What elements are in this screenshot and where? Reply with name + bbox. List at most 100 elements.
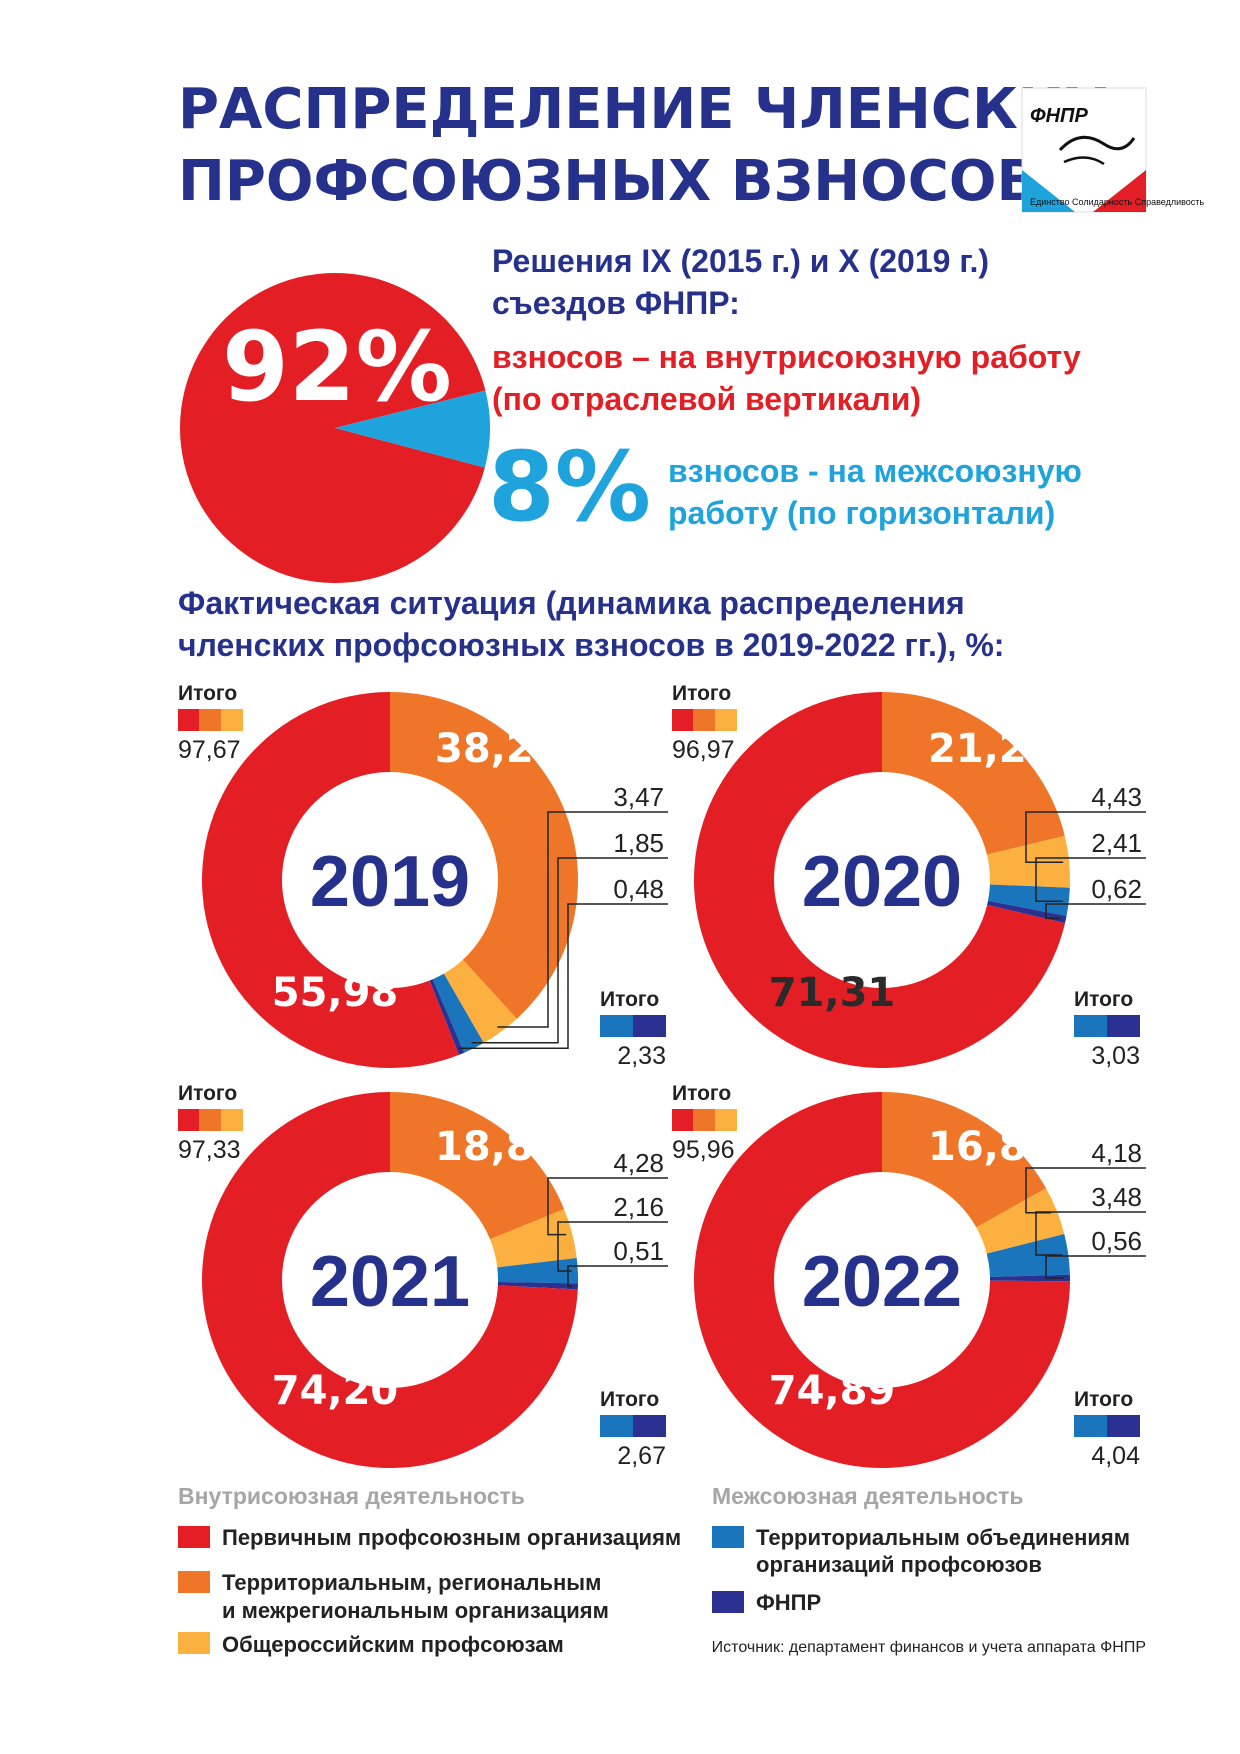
handshake-icon-detail: [1063, 156, 1105, 166]
donut-slice-territorial-regional: [882, 1092, 1047, 1228]
leader-line-territorial-assoc: [471, 857, 668, 1044]
intra-total-value: 96,97: [672, 736, 735, 764]
legend-label-territorial-regional-2: и межрегиональным организациям: [222, 1598, 609, 1623]
legend-swatch-fnpr: [712, 1591, 744, 1613]
inter-total-value: 3,03: [1091, 1042, 1140, 1070]
intra-total-swatch-all-russian: [715, 709, 737, 731]
decision-heading-2: съездов ФНПР:: [492, 285, 740, 321]
intra-total-swatch-territorial-regional: [693, 709, 715, 731]
legend-label-fnpr: ФНПР: [756, 1590, 821, 1615]
donut-slice-primary: [201, 1092, 578, 1468]
donut-value-territorial-regional: 16,89: [928, 1124, 1055, 1170]
inter-total-value: 2,33: [617, 1042, 666, 1070]
donut-chart-2021: 2021 18,85 74,20 4,28 2,16 0,51 Итого 97,33 Итог…: [178, 1082, 668, 1470]
legend-swatch-territorial-assoc: [712, 1526, 744, 1548]
donut-value-territorial-assoc: 3,48: [1091, 1182, 1142, 1212]
donut-chart-2020: 2020 21,23 71,31 4,43 2,41 0,62 Итого 96,97 Итог…: [672, 682, 1146, 1070]
intra-total-swatch-all-russian: [221, 1109, 243, 1131]
intra-total-swatch-primary: [178, 709, 199, 731]
intra-total-swatch-territorial-regional: [199, 1109, 221, 1131]
inter-total-swatch-fnpr: [1107, 1015, 1140, 1037]
big-share-text-2: (по отраслевой вертикали): [492, 381, 921, 417]
handshake-icon: [1058, 135, 1136, 152]
donut-year-label: 2020: [802, 842, 962, 922]
intra-total-label: Итого: [672, 682, 731, 705]
donut-value-primary: 55,98: [272, 970, 399, 1016]
intra-total-value: 97,33: [178, 1136, 241, 1164]
donut-slice-fnpr: [989, 1274, 1070, 1282]
page-title-line-2: ПРОФСОЮЗНЫХ ВЗНОСОВ: [178, 149, 1039, 214]
donut-slice-territorial-regional: [882, 691, 1065, 855]
leader-line-territorial-assoc: [1035, 857, 1146, 903]
donut-chart-2022: 2022 16,89 74,89 4,18 3,48 0,56 Итого 95,96 Итог…: [672, 1082, 1146, 1470]
intra-total-swatch-territorial-regional: [199, 709, 221, 731]
inter-total-swatch-fnpr: [633, 1415, 666, 1437]
donut-value-all-russian: 4,18: [1091, 1138, 1142, 1168]
donut-year-label: 2021: [310, 1242, 470, 1322]
logo-name: ФНПР: [1030, 105, 1088, 127]
donut-chart-2019: 2019 38,22 55,98 3,47 1,85 0,48 Итого 97,67 Итог…: [178, 682, 668, 1070]
leader-line-all-russian: [1025, 1167, 1146, 1214]
leader-line-fnpr: [567, 1265, 668, 1287]
donut-slice-all-russian: [976, 1188, 1065, 1254]
logo-motto: Единство Солидарность Справедливость: [1030, 197, 1204, 207]
donut-slice-all-russian: [490, 1209, 577, 1268]
inter-total-swatch-fnpr: [1107, 1415, 1140, 1437]
inter-total-swatch-territorial-assoc: [600, 1015, 633, 1037]
legend-label-primary: Первичным профсоюзным организациям: [222, 1525, 681, 1550]
legend-swatch-primary: [178, 1526, 210, 1548]
donut-year-label: 2019: [310, 842, 470, 922]
top-pie-slice-intra: [179, 272, 486, 583]
logo-blue-corner: [1022, 170, 1075, 212]
top-pie-slice-inter: [335, 390, 490, 468]
leader-line-all-russian: [547, 1177, 668, 1236]
decision-heading-1: Решения IX (2015 г.) и X (2019 г.): [492, 243, 989, 279]
leader-line-fnpr: [459, 903, 668, 1050]
donut-value-fnpr: 0,62: [1091, 874, 1142, 904]
inter-total-value: 2,67: [617, 1442, 666, 1470]
donut-slice-primary: [694, 692, 1065, 1069]
leader-line-territorial-assoc: [557, 1221, 668, 1272]
donut-slice-territorial-regional: [390, 692, 578, 1019]
donut-value-territorial-regional: 38,22: [435, 726, 562, 772]
intra-total-label: Итого: [178, 1082, 237, 1105]
legend-inter-heading: Межсоюзная деятельность: [712, 1483, 1024, 1509]
small-percent-label: 8%: [488, 431, 651, 543]
donut-value-territorial-assoc: 2,16: [613, 1192, 664, 1222]
donut-value-primary: 74,89: [769, 1368, 896, 1414]
donut-value-all-russian: 3,47: [613, 782, 664, 812]
donut-slice-territorial-assoc: [432, 973, 484, 1053]
inter-total-swatch-territorial-assoc: [600, 1415, 633, 1437]
donut-value-all-russian: 4,43: [1091, 782, 1142, 812]
inter-total-label: Итого: [1074, 988, 1133, 1011]
legend-swatch-all-russian: [178, 1632, 210, 1654]
donut-value-fnpr: 0,56: [1091, 1226, 1142, 1256]
donut-slice-territorial-assoc: [986, 1234, 1070, 1277]
legend-label-territorial-assoc-2: организаций профсоюзов: [756, 1552, 1042, 1577]
donut-slice-fnpr: [497, 1281, 578, 1290]
leader-line-all-russian: [497, 811, 668, 1028]
inter-total-swatch-territorial-assoc: [1074, 1015, 1107, 1037]
inter-total-value: 4,04: [1091, 1442, 1140, 1470]
donut-slice-primary: [201, 692, 459, 1068]
leader-line-all-russian: [1025, 811, 1146, 863]
donut-value-territorial-assoc: 2,41: [1091, 828, 1142, 858]
top-pie-chart: [179, 272, 490, 583]
page-title-line-1: РАСПРЕДЕЛЕНИЕ ЧЛЕНСКИХ: [178, 77, 1108, 142]
intra-total-value: 97,67: [178, 736, 241, 764]
big-percent-label: 92%: [222, 311, 452, 423]
donut-value-fnpr: 0,51: [613, 1236, 664, 1266]
donut-value-primary: 74,20: [272, 1368, 399, 1414]
donut-slice-fnpr: [429, 979, 465, 1055]
section-title-line-1: Фактическая ситуация (динамика распредел…: [178, 585, 965, 621]
intra-total-swatch-all-russian: [221, 709, 243, 731]
donut-value-primary: 71,31: [769, 970, 896, 1016]
intra-total-value: 95,96: [672, 1136, 735, 1164]
donut-value-territorial-assoc: 1,85: [613, 828, 664, 858]
intra-total-swatch-all-russian: [715, 1109, 737, 1131]
donut-value-territorial-regional: 21,23: [928, 726, 1055, 772]
inter-total-label: Итого: [1074, 1388, 1133, 1411]
intra-total-swatch-primary: [672, 709, 693, 731]
